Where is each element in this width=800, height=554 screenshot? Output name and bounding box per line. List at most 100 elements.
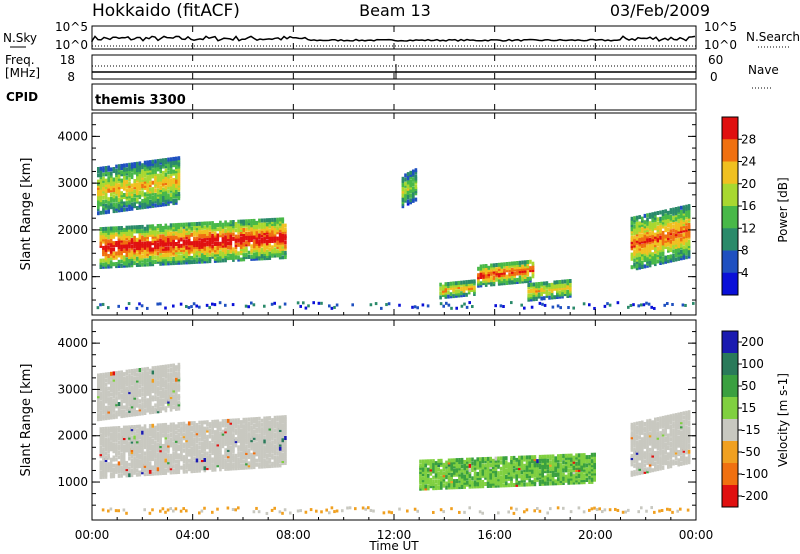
data-cell: [656, 227, 660, 232]
data-cell: [133, 443, 136, 448]
data-cell: [659, 239, 662, 244]
data-cell: [99, 177, 103, 182]
data-cell: [412, 169, 415, 174]
data-cell: [284, 461, 287, 465]
data-cell: [117, 191, 121, 196]
data-cell: [161, 259, 165, 264]
data-cell: [133, 450, 136, 454]
data-cell: [125, 232, 129, 236]
data-cell: [195, 443, 199, 448]
data-cell: [247, 444, 251, 449]
data-cell: [177, 438, 181, 443]
data-cell: [470, 285, 474, 290]
data-cell: [440, 479, 443, 484]
data-cell: [190, 460, 194, 465]
data-cell: [149, 374, 152, 379]
data-cell: [156, 224, 160, 228]
data-cell: [273, 463, 277, 468]
data-cell: [445, 464, 448, 469]
data-cell: [177, 436, 181, 441]
data-cell: [232, 232, 235, 237]
data-cell: [265, 435, 269, 440]
data-cell: [130, 187, 134, 192]
data-cell: [130, 448, 134, 453]
data-cell: [99, 437, 103, 442]
data-cell: [167, 460, 170, 465]
data-cell: [473, 292, 476, 296]
data-cell: [185, 457, 188, 461]
data-cell: [133, 445, 136, 450]
data-cell: [151, 255, 155, 260]
data-cell: [258, 256, 261, 261]
data-cell: [667, 259, 670, 264]
data-cell: [172, 426, 175, 431]
data-cell: [122, 257, 126, 262]
data-cell: [169, 227, 173, 232]
data-cell: [109, 251, 113, 256]
data-cell: [162, 196, 165, 201]
data-cell: [185, 241, 188, 246]
data-cell: [112, 167, 116, 171]
data-cell: [159, 433, 162, 438]
data-cell: [487, 270, 491, 275]
data-cell: [260, 447, 264, 452]
data-cell: [232, 249, 235, 254]
data-cell: [172, 223, 175, 228]
data-cell: [221, 429, 225, 434]
data-cell: [110, 186, 113, 191]
data-cell: [203, 457, 207, 462]
data-cell: [437, 467, 440, 472]
data-cell: [161, 240, 165, 245]
data-cell: [128, 394, 131, 399]
data-cell: [143, 167, 147, 172]
data-cell: [473, 289, 476, 294]
data-cell: [154, 390, 157, 395]
data-cell: [109, 472, 113, 477]
data-cell: [213, 233, 217, 238]
data-cell: [247, 417, 251, 422]
data-cell: [154, 245, 157, 250]
data-cell: [239, 232, 243, 237]
data-cell: [172, 396, 175, 401]
data-cell: [651, 254, 654, 259]
data-cell: [497, 277, 501, 282]
data-cell: [229, 232, 233, 237]
data-cell: [187, 256, 191, 260]
data-cell: [245, 451, 248, 455]
data-cell: [216, 421, 220, 426]
data-cell: [99, 400, 103, 405]
data-cell: [250, 248, 253, 253]
data-cell: [401, 178, 405, 183]
data-cell: [409, 187, 412, 192]
data-cell: [107, 380, 110, 385]
data-cell: [226, 224, 230, 229]
data-cell: [154, 197, 157, 202]
data-cell: [677, 248, 680, 253]
data-cell: [109, 457, 113, 462]
data-cell: [633, 254, 636, 259]
data-cell: [447, 282, 450, 286]
data-cell: [156, 188, 160, 193]
data-cell: [513, 280, 517, 285]
data-cell: [268, 445, 272, 450]
data-cell: [237, 418, 240, 423]
data-cell: [167, 234, 170, 238]
data-cell: [190, 260, 194, 265]
data-cell: [120, 405, 123, 410]
data-cell: [128, 429, 131, 434]
data-cell: [164, 454, 168, 459]
data-cell: [651, 214, 654, 219]
data-cell: [177, 231, 181, 236]
data-cell: [680, 245, 683, 250]
data-cell: [200, 456, 204, 460]
data-cell: [479, 275, 483, 279]
data-cell: [203, 255, 207, 260]
data-cell: [477, 275, 480, 280]
data-cell: [198, 452, 201, 456]
data-cell: [120, 253, 123, 258]
data-cell: [221, 237, 225, 242]
data-cell: [115, 226, 118, 231]
data-cell: [130, 377, 134, 382]
data-cell: [156, 382, 160, 387]
